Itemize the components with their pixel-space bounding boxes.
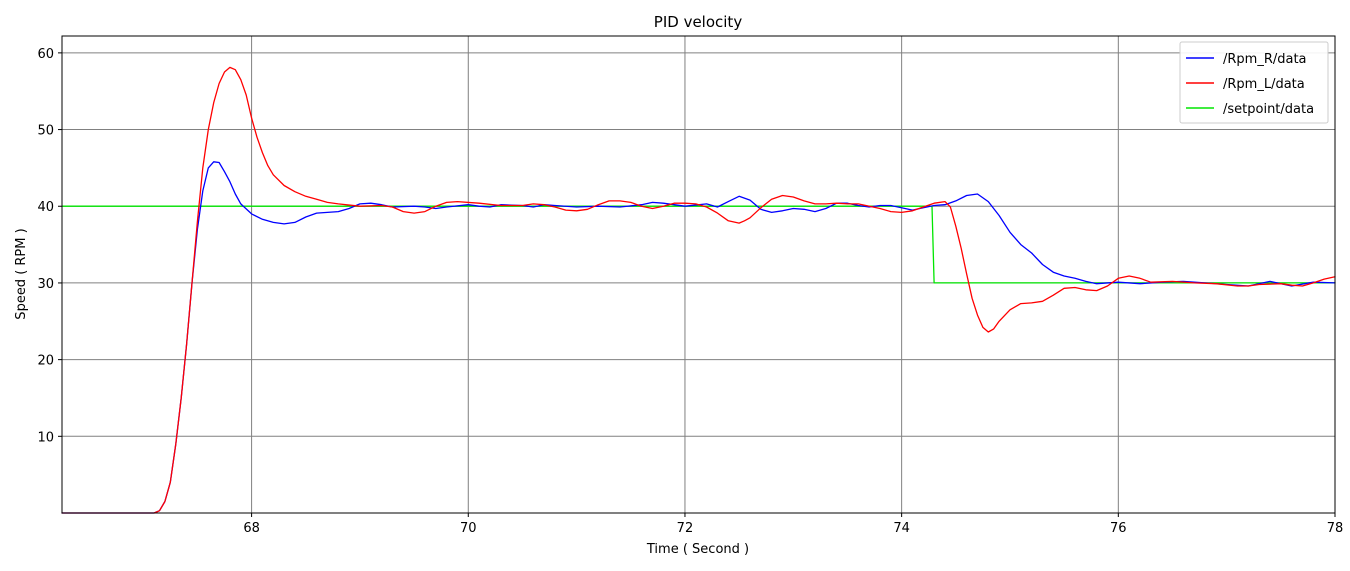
y-tick-label: 60 <box>37 47 54 62</box>
x-axis-title: Time ( Second ) <box>646 542 749 557</box>
x-tick-label: 78 <box>1327 521 1344 536</box>
x-tick-label: 68 <box>243 521 260 536</box>
legend: /Rpm_R/data/Rpm_L/data/setpoint/data <box>1179 41 1329 124</box>
y-tick-label: 10 <box>37 430 54 445</box>
series-line-setpoint-data <box>61 205 1336 284</box>
series-lines <box>61 66 1336 514</box>
grid <box>62 36 1336 513</box>
axis-ticks: 68 70 72 74 76 78 10 20 30 40 50 60 <box>37 47 1343 536</box>
y-tick-label: 50 <box>37 124 54 139</box>
y-tick-label: 20 <box>37 354 54 369</box>
y-tick-label: 30 <box>37 277 54 292</box>
legend-label: /setpoint/data <box>1223 102 1314 117</box>
legend-label: /Rpm_L/data <box>1223 77 1305 92</box>
legend-label: /Rpm_R/data <box>1223 52 1307 67</box>
plot-area-frame <box>61 35 1336 514</box>
legend-box <box>1179 41 1329 124</box>
chart-title: PID velocity <box>654 13 743 31</box>
y-tick-label: 40 <box>37 200 54 215</box>
y-axis-title: Speed ( RPM ) <box>14 228 29 319</box>
x-tick-label: 70 <box>460 521 477 536</box>
series-line-rpm-l-data <box>61 66 1336 514</box>
x-tick-label: 72 <box>677 521 694 536</box>
x-tick-label: 74 <box>893 521 910 536</box>
x-tick-label: 76 <box>1110 521 1127 536</box>
series-line-rpm-r-data <box>61 161 1336 514</box>
